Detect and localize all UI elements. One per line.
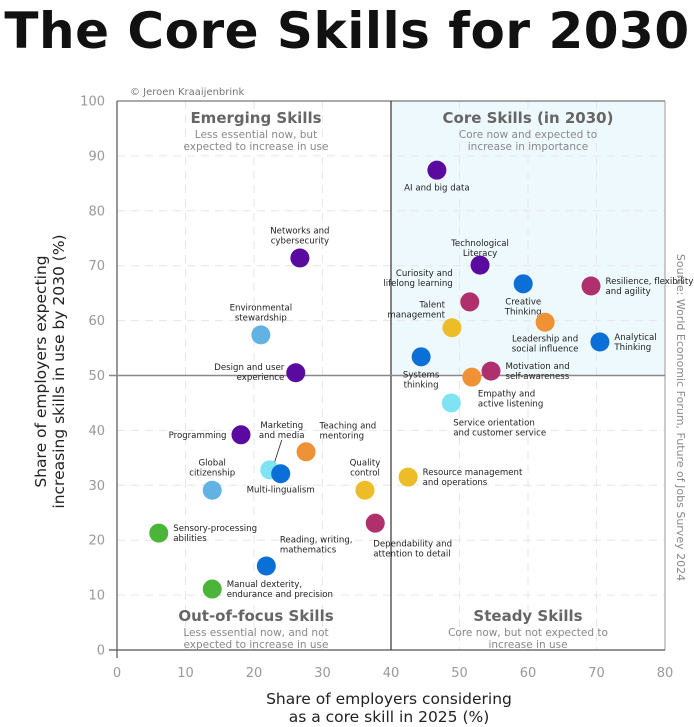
point-resource-management-and-operations [398, 467, 418, 487]
quadrant-title-steady: Steady Skills [473, 607, 582, 625]
point-label-resource-management-and-operations: Resource management and operations [423, 468, 523, 488]
point-design-and-user-experience [286, 363, 306, 383]
point-label-multi-lingualism: Multi-lingualism [247, 485, 315, 495]
point-label-curiosity-and-lifelong-learning: Curiosity and lifelong learning [383, 269, 452, 289]
point-empathy-and-active-listening [462, 367, 482, 387]
x-tick-label: 30 [314, 666, 331, 681]
point-analytical-thinking [590, 332, 610, 352]
y-tick-label: 20 [88, 534, 105, 549]
point-label-technological-literacy: Technological Literacy [450, 239, 509, 259]
point-label-service-orientation-and-customer-service: Service orientation and customer service [453, 418, 546, 438]
x-tick-label: 60 [520, 666, 537, 681]
point-label-leadership-and-social-influence: Leadership and social influence [512, 335, 579, 355]
point-multi-lingualism [271, 464, 291, 484]
y-tick-label: 50 [88, 369, 105, 384]
point-programming [231, 425, 251, 445]
point-manual-dexterity-endurance-and-precision [202, 579, 222, 599]
chart-title: The Core Skills for 2030 [4, 2, 690, 60]
point-systems-thinking [411, 347, 431, 367]
y-tick-label: 0 [97, 644, 105, 659]
point-label-motivation-and-self-awareness: Motivation and self-awareness [506, 362, 570, 382]
point-label-talent-management: Talent management [387, 301, 445, 321]
point-label-quality-control: Quality control [350, 459, 381, 479]
y-tick-label: 60 [88, 314, 105, 329]
x-tick-label: 80 [657, 666, 674, 681]
point-label-networks-and-cybersecurity: Networks and cybersecurity [270, 227, 329, 247]
point-label-systems-thinking: Systems thinking [403, 370, 440, 390]
quadrant-title-core: Core Skills (in 2030) [443, 109, 614, 127]
point-label-marketing-and-media: Marketing and media [259, 421, 305, 441]
point-networks-and-cybersecurity [290, 248, 310, 268]
point-label-sensory-processing-abilities: Sensory-processing abilities [173, 524, 257, 544]
x-tick-label: 0 [113, 666, 121, 681]
point-motivation-and-self-awareness [481, 361, 501, 381]
x-tick-label: 20 [246, 666, 263, 681]
y-tick-label: 90 [88, 149, 105, 164]
point-quality-control [355, 480, 375, 500]
quadrant-subtitle-steady: Core now, but not expected to increase in… [448, 627, 608, 651]
point-label-dependability-and-attention-to-detail: Dependability and attention to detail [373, 540, 452, 560]
point-label-reading-writing-mathematics: Reading, writing, mathematics [280, 536, 353, 556]
point-label-programming: Programming [169, 431, 227, 441]
y-axis-label: Share of employers expectingincreasing s… [32, 234, 68, 508]
y-tick-label: 100 [80, 95, 105, 110]
point-service-orientation-and-customer-service [441, 393, 461, 413]
y-tick-label: 40 [88, 424, 105, 439]
point-label-manual-dexterity-endurance-and-precision: Manual dexterity, endurance and precision [227, 580, 333, 600]
point-reading-writing-mathematics [256, 556, 276, 576]
point-curiosity-and-lifelong-learning [460, 292, 480, 312]
point-teaching-and-mentoring [296, 442, 316, 462]
point-label-environmental-stewardship: Environmental stewardship [230, 303, 293, 323]
credit-text: © Jeroen Kraaijenbrink [130, 87, 245, 98]
point-label-empathy-and-active-listening: Empathy and active listening [478, 390, 543, 410]
x-tick-label: 50 [451, 666, 468, 681]
point-sensory-processing-abilities [149, 523, 169, 543]
point-global-citizenship [202, 480, 222, 500]
point-label-resilience-flexibility-and-agility: Resilience, flexibility and agility [606, 277, 694, 297]
x-axis-label: Share of employers considering as a core … [266, 690, 512, 726]
point-resilience-flexibility-and-agility [581, 276, 601, 296]
point-label-global-citizenship: Global citizenship [189, 459, 235, 479]
quadrant-title-emerging: Emerging Skills [190, 109, 321, 127]
point-ai-and-big-data [427, 160, 447, 180]
source-text: Source: World Economic Forum, Future of … [674, 254, 687, 581]
quadrant-title-outfocus: Out-of-focus Skills [178, 607, 333, 625]
x-tick-label: 70 [588, 666, 605, 681]
point-label-creative-thinking: Creative Thinking [504, 297, 542, 317]
point-label-analytical-thinking: Analytical Thinking [613, 333, 656, 353]
y-tick-label: 10 [88, 589, 105, 604]
quadrant-subtitle-emerging: Less essential now, but expected to incre… [184, 129, 329, 153]
point-environmental-stewardship [251, 325, 271, 345]
point-technological-literacy [470, 255, 490, 275]
y-tick-label: 70 [88, 259, 105, 274]
x-tick-label: 40 [383, 666, 400, 681]
x-tick-label: 10 [177, 666, 194, 681]
quadrant-subtitle-outfocus: Less essential now, and not expected to i… [183, 627, 328, 651]
point-label-ai-and-big-data: AI and big data [404, 184, 469, 194]
y-tick-label: 80 [88, 204, 105, 219]
point-label-teaching-and-mentoring: Teaching and mentoring [319, 421, 377, 441]
point-leadership-and-social-influence [535, 312, 555, 332]
point-dependability-and-attention-to-detail [365, 513, 385, 533]
quadrant-subtitle-core: Core now and expected to increase in impo… [459, 129, 597, 153]
point-talent-management [442, 318, 462, 338]
point-label-design-and-user-experience: Design and user experience [214, 363, 285, 383]
y-tick-label: 30 [88, 479, 105, 494]
point-creative-thinking [513, 274, 533, 294]
